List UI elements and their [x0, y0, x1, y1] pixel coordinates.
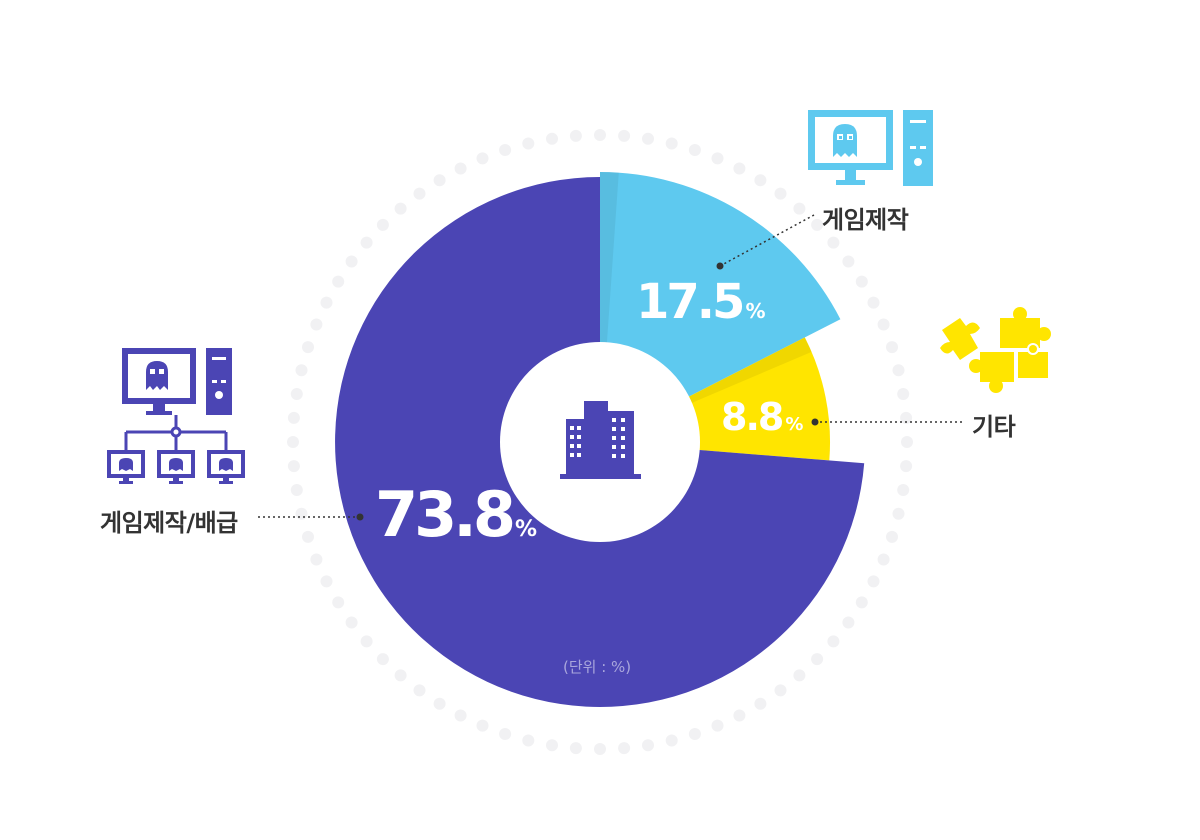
decorative-dot — [295, 507, 308, 520]
decorative-dot — [827, 236, 840, 249]
decorative-dot — [476, 152, 489, 165]
decorative-dot — [476, 719, 489, 732]
decorative-dot — [855, 596, 868, 609]
leader-lines — [258, 214, 962, 521]
decorative-dot — [901, 436, 913, 448]
decorative-dot — [594, 129, 606, 141]
decorative-dot — [360, 635, 373, 648]
puzzle-icon — [940, 307, 1051, 393]
computer-network-icon — [107, 348, 245, 484]
unit-note: (단위 : %) — [563, 658, 632, 676]
decorative-dot — [811, 653, 824, 666]
decorative-dot — [332, 596, 345, 609]
decorative-dot — [900, 460, 913, 473]
decorative-dot — [618, 742, 631, 755]
decorative-dot — [867, 296, 880, 309]
decorative-dot — [522, 137, 535, 150]
decorative-dot — [594, 743, 606, 755]
decorative-dot — [855, 275, 868, 288]
decorative-dot — [310, 318, 323, 331]
decorative-dot — [287, 460, 300, 473]
decorative-dot — [345, 616, 358, 629]
decorative-dot — [310, 553, 323, 566]
decorative-dot — [302, 341, 314, 354]
decorative-dot — [454, 709, 467, 722]
decorative-dot — [376, 218, 389, 231]
decorative-dot — [287, 436, 299, 448]
decorative-dot — [433, 697, 446, 710]
decorative-dot — [711, 152, 724, 165]
decorative-dot — [433, 174, 446, 187]
decorative-dot — [642, 739, 654, 752]
decorative-dot — [877, 553, 890, 566]
decorative-dot — [499, 144, 512, 156]
decorative-dot — [376, 653, 389, 666]
decorative-dot — [569, 742, 582, 755]
decorative-dot — [733, 709, 746, 722]
decorative-dot — [897, 484, 910, 496]
category-label-other: 기타 — [972, 413, 1016, 441]
category-label-game-production-distribution: 게임제작/배급 — [100, 509, 238, 537]
decorative-dot — [332, 275, 345, 288]
decorative-dot — [665, 137, 678, 150]
decorative-dotted-ring — [287, 129, 913, 755]
decorative-dot — [897, 388, 910, 400]
category-label-game-production: 게임제작 — [822, 206, 909, 234]
decorative-dot — [287, 411, 300, 424]
decorative-dot — [295, 364, 308, 377]
decorative-dot — [394, 202, 407, 215]
decorative-dot — [867, 575, 880, 588]
decorative-dot — [499, 728, 512, 740]
decorative-dot — [827, 635, 840, 648]
decorative-dot — [320, 296, 333, 309]
decorative-dot — [345, 255, 358, 268]
decorative-dot — [320, 575, 333, 588]
decorative-dot — [842, 616, 855, 629]
decorative-dot — [711, 719, 724, 732]
decorative-dot — [522, 734, 535, 747]
decorative-dot — [360, 236, 373, 249]
decorative-dot — [413, 187, 426, 200]
decorative-dot — [413, 684, 426, 697]
decorative-dot — [886, 530, 898, 543]
decorative-dot — [546, 739, 558, 752]
decorative-dot — [302, 530, 314, 543]
decorative-dot — [394, 669, 407, 682]
decorative-dot — [688, 728, 701, 740]
decorative-dot — [290, 388, 303, 400]
decorative-dot — [793, 202, 806, 215]
decorative-dot — [886, 341, 898, 354]
decorative-dot — [454, 162, 467, 175]
decorative-dot — [877, 318, 890, 331]
decorative-dot — [569, 129, 582, 142]
decorative-dot — [290, 484, 303, 496]
decorative-dot — [900, 411, 913, 424]
decorative-dot — [688, 144, 701, 156]
decorative-dot — [774, 684, 787, 697]
decorative-dot — [811, 218, 824, 231]
decorative-dot — [733, 162, 746, 175]
building-icon — [560, 401, 641, 479]
decorative-dot — [754, 697, 767, 710]
decorative-dot — [892, 507, 905, 520]
decorative-dot — [642, 132, 654, 145]
decorative-dot — [618, 129, 631, 142]
decorative-dot — [892, 364, 905, 377]
decorative-dot — [754, 174, 767, 187]
decorative-dot — [774, 187, 787, 200]
value-label-other: 8.8% — [721, 395, 803, 439]
decorative-dot — [793, 669, 806, 682]
decorative-dot — [546, 132, 558, 145]
decorative-dot — [842, 255, 855, 268]
computer-ghost-icon — [808, 110, 933, 186]
decorative-dot — [665, 734, 678, 747]
